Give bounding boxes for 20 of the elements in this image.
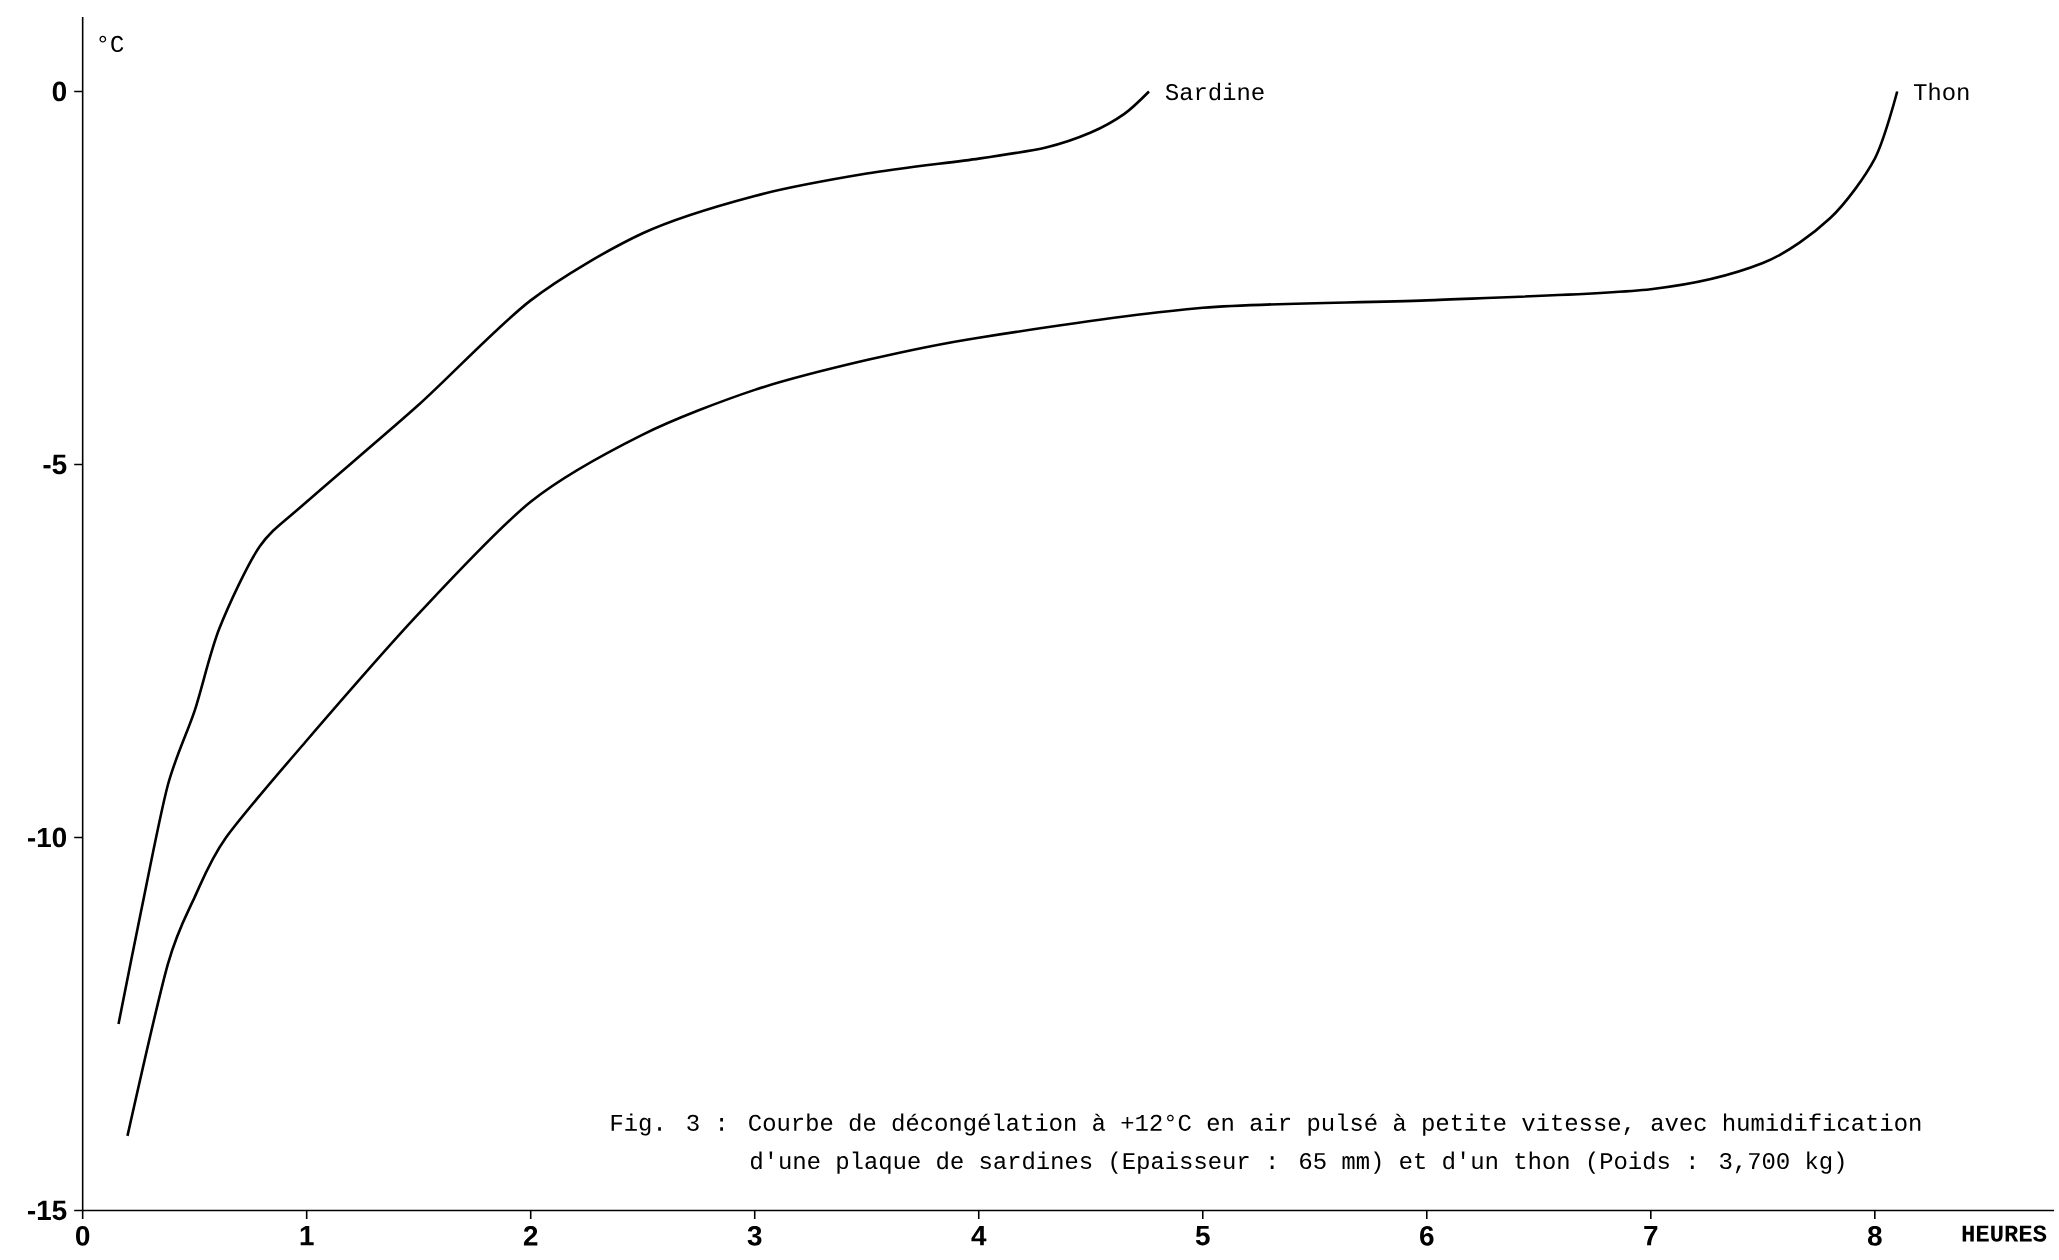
x-tick-label: 0	[76, 1225, 90, 1246]
y-tick-label: -15	[27, 1200, 67, 1221]
y-tick-label: -5	[43, 454, 67, 475]
x-tick-label: 4	[971, 1225, 987, 1246]
x-tick-label: 7	[1644, 1225, 1658, 1246]
series-label: Sardine	[1165, 82, 1264, 101]
x-tick-label: 6	[1420, 1225, 1434, 1246]
x-tick-label: 2	[523, 1225, 538, 1246]
x-axis-title: HEURES	[1962, 1225, 2047, 1242]
y-axis-title: °C	[99, 35, 124, 52]
x-tick-label: 5	[1195, 1225, 1210, 1246]
line-series	[117, 90, 1151, 1026]
x-tick-label: 1	[300, 1225, 314, 1246]
y-tick-label: -10	[27, 827, 67, 848]
series-label: Thon	[1913, 82, 1969, 101]
annotation: Fig. 3 : Courbe de décongélation à +12°C en air pulsé à petite vitesse, avec humidification	[611, 1113, 1921, 1136]
y-tick-label: 0	[52, 81, 67, 102]
annotation: d'une plaque de sardines (Epaisseur : 65 mm) et d'un thon (Poids : 3,700 kg)	[751, 1151, 1844, 1174]
x-tick-label: 3	[747, 1225, 762, 1246]
x-tick-label: 8	[1867, 1225, 1882, 1246]
